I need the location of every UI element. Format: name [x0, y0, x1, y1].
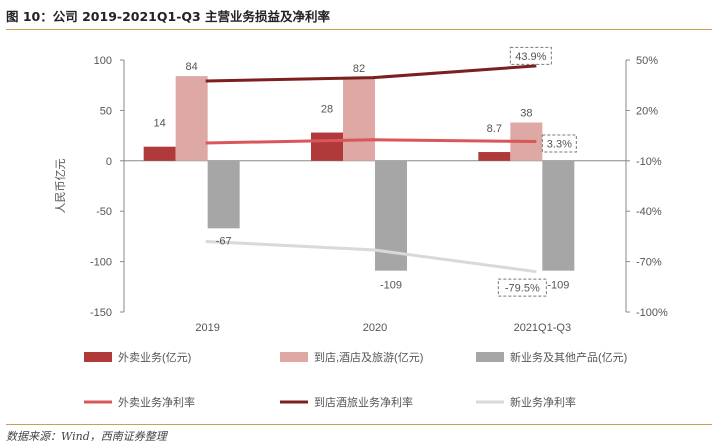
bar: [478, 152, 511, 161]
bar: [143, 146, 176, 161]
y-axis-label: 人民币亿元: [54, 159, 67, 214]
annotation-box: [509, 46, 552, 65]
bar: [343, 78, 375, 161]
legend-swatch: [84, 352, 112, 362]
bar: [542, 160, 575, 271]
annotation-box: [497, 278, 547, 297]
y-tick-label: -50: [96, 206, 112, 218]
y-tick-label: 50: [100, 105, 112, 117]
annotation-label: 43.9%: [515, 51, 546, 63]
y2-tick-label: -70%: [636, 257, 662, 269]
bar-value-label: 8.7: [487, 123, 502, 135]
x-tick-label: 2019: [195, 322, 219, 334]
bar-value-label: -109: [547, 280, 569, 292]
figure-title: 图 10：公司 2019-2021Q1-Q3 主营业务损益及净利率: [6, 6, 712, 30]
bar: [311, 132, 343, 161]
bar-value-label: 84: [186, 61, 198, 73]
legend-label: 外卖业务(亿元): [118, 351, 191, 364]
x-tick-label: 2021Q1-Q3: [514, 322, 571, 334]
chart-legend: 外卖业务(亿元) 到店,酒店及旅游(亿元) 新业务及其他产品(亿元) 外卖业务净利率 到…: [84, 350, 627, 409]
y-tick-label: 100: [94, 55, 112, 67]
series-line: [205, 64, 537, 83]
y2-tick-label: -40%: [636, 206, 662, 218]
series-line: [205, 239, 537, 274]
legend-label: 到店,酒店及旅游(亿元): [314, 350, 423, 364]
legend-label: 新业务及其他产品(亿元): [510, 350, 627, 364]
legend-label: 新业务净利率: [510, 395, 576, 409]
bar: [207, 160, 240, 229]
x-tick-label: 2020: [363, 322, 387, 334]
bar-value-label: 14: [154, 118, 166, 130]
legend-swatch: [476, 352, 504, 362]
figure-source: 数据来源：Wind，西南证券整理: [6, 424, 712, 442]
bar-value-label: 28: [321, 104, 333, 116]
y2-tick-label: -100%: [636, 307, 668, 319]
bar: [175, 76, 208, 161]
annotation-box: [541, 134, 577, 153]
series-line: [205, 138, 537, 145]
chart-lines: [205, 64, 537, 274]
legend-label: 外卖业务净利率: [118, 395, 195, 409]
chart: 100 50 0 -50 -100 -150 50% 20% -10% -40% -70% -100%…: [54, 46, 668, 409]
legend-swatch: [280, 352, 308, 362]
bar-value-label: 38: [520, 107, 532, 119]
y2-tick-label: 50%: [636, 55, 658, 67]
annotation-label: 3.3%: [547, 138, 572, 150]
bar-value-label: -109: [380, 280, 402, 292]
y2-tick-label: -10%: [636, 156, 662, 168]
legend-label: 到店酒旅业务净利率: [314, 395, 413, 409]
annotation-label: -79.5%: [505, 283, 540, 295]
y-tick-label: -150: [90, 307, 112, 319]
chart-labels: 14 28 8.7 84 82 38 -67 -109 -109 43.9% 3.3% -79.5%: [154, 46, 577, 297]
bar-value-label: -67: [216, 235, 232, 247]
y-tick-label: 0: [106, 156, 112, 168]
bar-value-label: 82: [353, 63, 365, 75]
y-tick-label: -100: [90, 257, 112, 269]
y2-tick-label: 20%: [636, 105, 658, 117]
